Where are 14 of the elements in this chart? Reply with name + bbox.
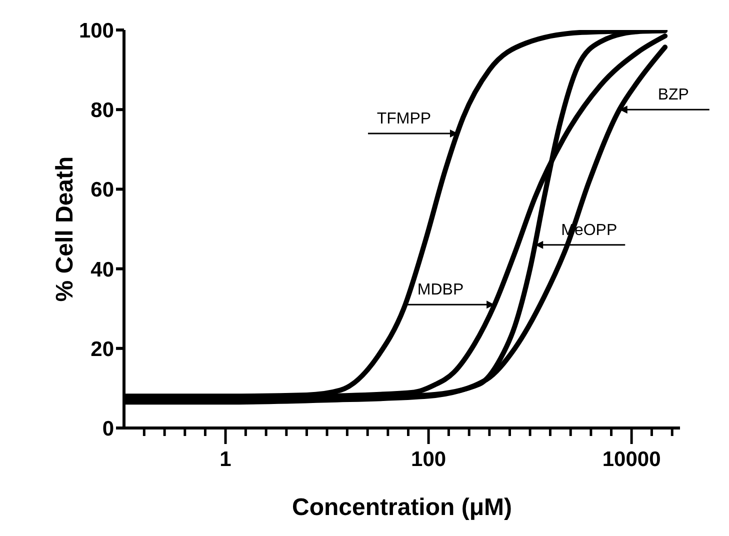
x-tick-label: 100 <box>411 448 446 471</box>
y-tick-label: 40 <box>90 258 114 282</box>
y-tick-label: 20 <box>90 338 114 361</box>
annotation: TFMPP <box>376 110 432 128</box>
x-tick-label: 10000 <box>602 448 661 471</box>
annotation: MDBP <box>417 282 464 299</box>
y-tick-label: 0 <box>102 417 114 440</box>
y-tick-label: 100 <box>78 19 114 42</box>
y-tick-label: 60 <box>90 178 114 202</box>
x-tick-label: 1 <box>220 448 232 471</box>
y-axis-title: % Cell Death <box>52 156 79 302</box>
y-tick-label: 80 <box>90 99 114 122</box>
annotation: BZP <box>658 86 689 104</box>
x-axis-title: Concentration (μM) <box>292 494 512 522</box>
